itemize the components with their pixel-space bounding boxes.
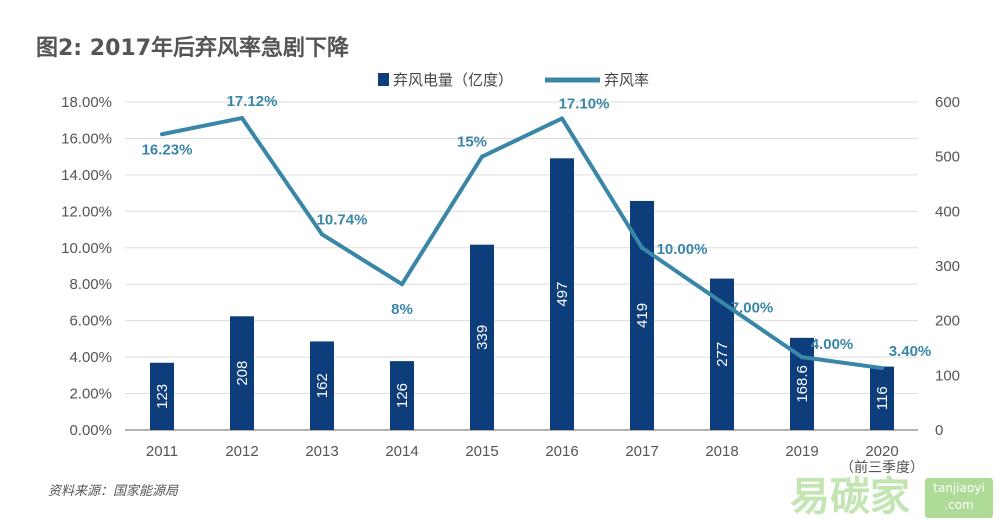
x-tick-label: 2011	[146, 443, 178, 460]
left-tick-label: 10.00%	[61, 240, 112, 257]
bar-data-label: 162	[314, 373, 331, 398]
right-tick-label: 600	[935, 94, 960, 111]
x-tick-label: 2013	[305, 443, 338, 460]
line-data-label: 7.00%	[731, 299, 774, 316]
line-point	[880, 366, 884, 371]
bar-data-label: 497	[554, 282, 571, 307]
bar	[470, 244, 494, 430]
bar-data-label: 126	[394, 383, 411, 408]
left-tick-label: 18.00%	[61, 94, 112, 111]
left-tick-label: 16.00%	[61, 130, 112, 147]
line-point	[400, 282, 404, 287]
line-point	[240, 116, 244, 121]
bar-data-label: 123	[154, 384, 171, 409]
line-point	[320, 232, 324, 237]
right-tick-label: 0	[935, 422, 943, 439]
left-tick-label: 8.00%	[69, 276, 112, 293]
line-series	[161, 116, 883, 371]
bar	[550, 158, 574, 430]
line-data-label: 8%	[391, 301, 413, 318]
bar	[230, 316, 254, 430]
legend-bar-label: 弃风电量（亿度）	[393, 72, 513, 89]
right-tick-label: 300	[935, 258, 960, 275]
x-tick-label: 2016	[545, 443, 578, 460]
watermark-logo: 易碳家	[790, 474, 910, 520]
left-tick-label: 0.00%	[69, 422, 112, 439]
x-tick-label: 2019	[785, 443, 818, 460]
line-data-label: 15%	[457, 134, 487, 151]
x-tick-label: 2017	[625, 443, 658, 460]
bar-data-label: 419	[634, 303, 651, 328]
bar	[390, 361, 414, 430]
line-data-label: 3.40%	[889, 343, 932, 360]
x-tick-note: （前三季度）	[840, 459, 924, 475]
left-tick-label: 4.00%	[69, 349, 112, 366]
bar-data-label: 116	[874, 386, 891, 410]
right-tick-label: 500	[935, 149, 960, 166]
chart-title: 图2: 2017年后弃风率急剧下降	[36, 36, 349, 61]
line-point	[800, 355, 804, 360]
left-tick-label: 2.00%	[69, 386, 112, 403]
right-tick-label: 400	[935, 203, 960, 220]
right-tick-label: 200	[935, 313, 960, 330]
bar-data-label: 277	[714, 342, 731, 367]
x-tick-label: 2015	[465, 443, 498, 460]
bar-data-label: 168.6	[794, 365, 811, 403]
x-tick-label: 2020	[865, 443, 898, 460]
bar-data-label: 208	[234, 361, 251, 386]
line-data-label: 17.10%	[559, 95, 610, 112]
line-point	[560, 116, 564, 121]
legend-bar-swatch	[378, 73, 389, 86]
x-tick-label: 2012	[225, 443, 258, 460]
line-data-label: 4.00%	[811, 336, 854, 353]
line-point	[720, 300, 724, 305]
bar	[310, 341, 334, 430]
line-data-label: 10.74%	[317, 211, 368, 228]
x-tick-label: 2018	[705, 443, 738, 460]
line-data-label: 10.00%	[657, 241, 708, 258]
legend-line-label: 弃风率	[604, 72, 649, 89]
bar	[630, 200, 654, 430]
source-note: 资料来源：国家能源局	[48, 484, 179, 499]
left-tick-label: 14.00%	[61, 167, 112, 184]
x-tick-label: 2014	[385, 443, 418, 460]
line-point	[160, 132, 164, 137]
line-point	[480, 154, 484, 159]
bar-data-label: 339	[474, 325, 491, 350]
line-point	[640, 245, 644, 250]
left-tick-label: 12.00%	[61, 203, 112, 220]
right-tick-label: 100	[935, 367, 960, 384]
left-tick-label: 6.00%	[69, 313, 112, 330]
line-data-label: 16.23%	[142, 141, 193, 158]
line-data-label: 17.12%	[227, 93, 278, 110]
bar	[150, 362, 174, 430]
watermark-site: tanjiaoyi .com	[925, 478, 993, 518]
bar	[870, 366, 894, 430]
